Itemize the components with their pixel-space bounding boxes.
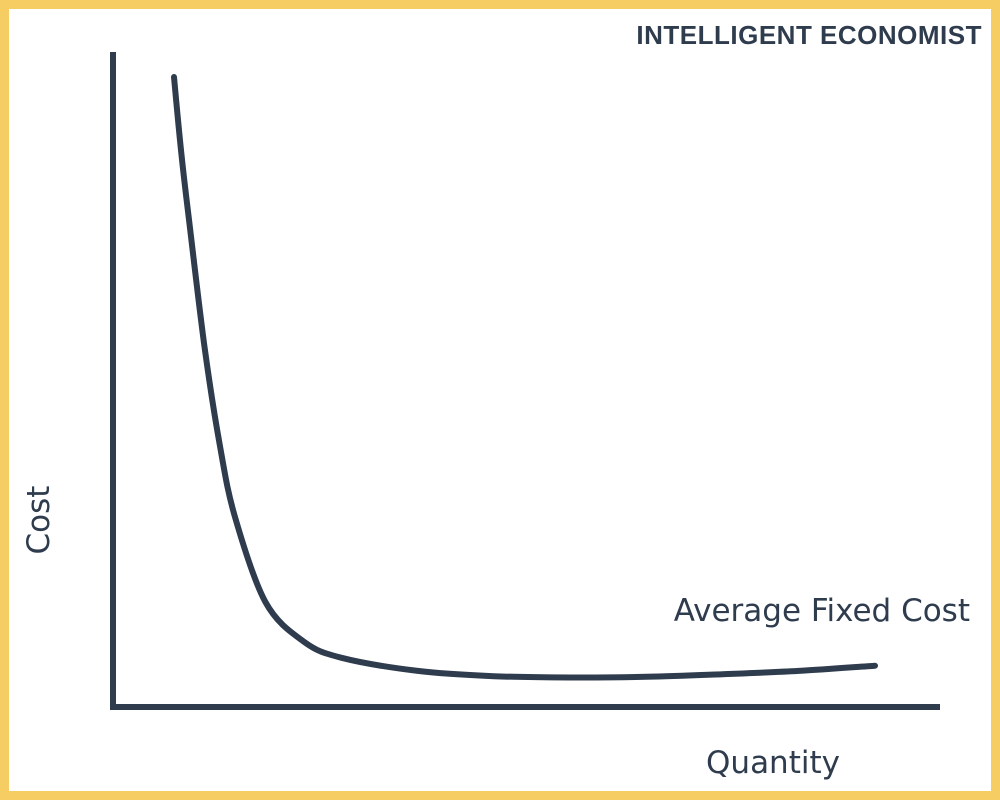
x-axis-label: Quantity: [706, 745, 840, 781]
average-fixed-cost-line: [171, 74, 878, 681]
y-axis-label: Cost: [21, 486, 57, 555]
brand-logo-text: INTELLIGENT ECONOMIST: [636, 20, 982, 50]
series-label: Average Fixed Cost: [674, 593, 970, 629]
axes: [110, 52, 940, 710]
